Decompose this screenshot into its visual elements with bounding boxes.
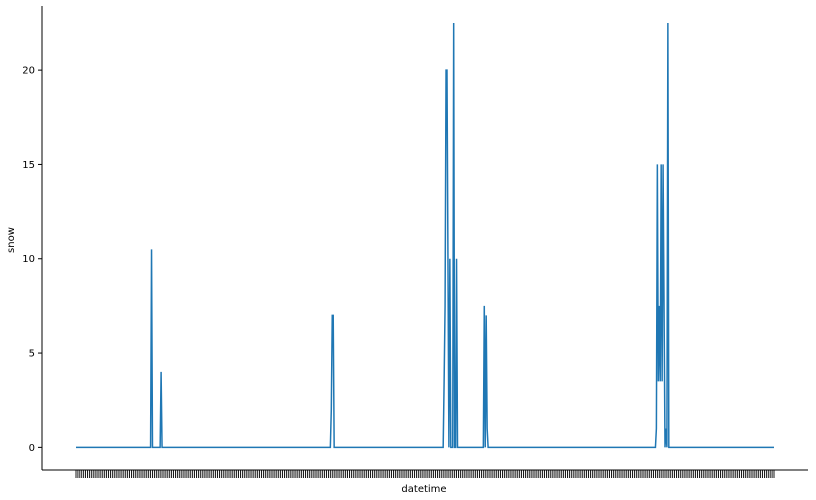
y-tick-label: 10	[22, 254, 35, 265]
x-axis-label: datetime	[401, 484, 446, 495]
y-tick-label: 20	[22, 66, 35, 77]
y-tick-label: 5	[29, 349, 35, 360]
x-axis-ticks	[75, 470, 775, 478]
y-tick-label: 15	[22, 160, 35, 171]
series-line-snow	[76, 22, 774, 449]
y-axis-label: snow	[6, 227, 17, 253]
y-axis-ticks: 0 5 10 15 20	[22, 66, 42, 454]
y-tick-label: 0	[29, 443, 35, 454]
